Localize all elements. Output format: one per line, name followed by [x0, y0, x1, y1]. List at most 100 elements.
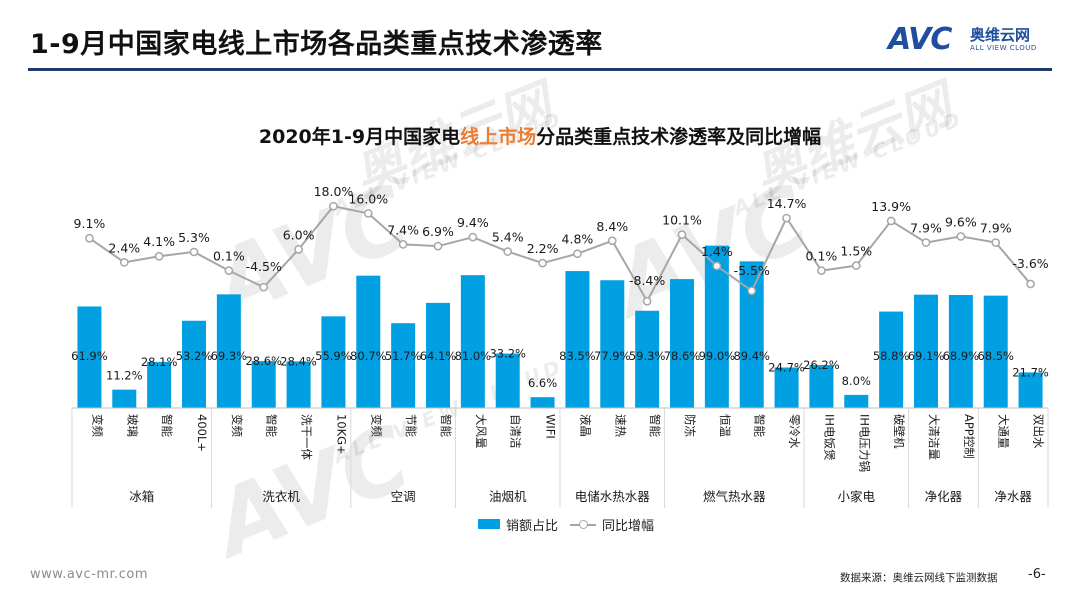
trend-line — [88, 205, 1032, 304]
trend-label-12: 5.4% — [492, 230, 524, 245]
trend-label-19: -5.5% — [734, 263, 770, 278]
trend-label-0: 9.1% — [74, 216, 106, 231]
category-label-27: 双出水 — [1032, 414, 1046, 449]
page-title: 1-9月中国家电线上市场各品类重点技术渗透率 — [30, 29, 603, 60]
bar-20 — [774, 367, 799, 408]
trend-label-5: -4.5% — [246, 259, 282, 274]
bar-14 — [565, 271, 590, 408]
category-label-7: 10KG+ — [334, 414, 348, 455]
bar-label-26: 68.5% — [977, 349, 1014, 363]
trend-point-17 — [677, 230, 687, 239]
bar-9 — [391, 323, 416, 408]
bar-5 — [251, 361, 276, 408]
bar-7 — [321, 316, 346, 408]
bar-25 — [948, 295, 973, 408]
category-label-25: APP控制 — [962, 414, 976, 459]
bar-27 — [1018, 372, 1043, 408]
category-label-2: 智能 — [160, 414, 174, 437]
bar-23 — [879, 311, 904, 408]
category-label-8: 变频 — [369, 414, 383, 437]
legend-line-marker — [579, 520, 588, 529]
trend-label-23: 13.9% — [871, 199, 911, 214]
title-divider — [28, 68, 1052, 71]
bar-11 — [460, 275, 485, 408]
trend-label-22: 1.5% — [840, 244, 872, 259]
bar-22 — [844, 394, 869, 408]
trend-point-26 — [991, 238, 1001, 247]
category-label-24: 大清洁量 — [927, 414, 941, 460]
bar-label-6: 28.4% — [280, 354, 317, 368]
trend-label-8: 16.0% — [348, 191, 388, 206]
trend-label-11: 9.4% — [457, 215, 489, 230]
bar-10 — [426, 302, 450, 408]
category-label-6: 洗干一体 — [300, 414, 314, 460]
trend-point-7 — [329, 201, 338, 211]
category-label-23: 破壁机 — [892, 414, 906, 449]
bar-17 — [670, 279, 694, 408]
trend-point-9 — [398, 240, 408, 249]
trend-point-16 — [642, 296, 652, 306]
group-label-3: 油烟机 — [489, 489, 527, 504]
category-label-22: IH电压力锅 — [857, 414, 871, 472]
footer-url: www.avc-mr.com — [30, 567, 149, 582]
trend-point-2 — [154, 251, 164, 261]
bar-label-13: 6.6% — [528, 376, 557, 390]
trend-point-4 — [224, 266, 234, 275]
trend-label-14: 4.8% — [562, 232, 594, 247]
bar-label-7: 55.9% — [315, 349, 352, 363]
category-label-10: 智能 — [439, 414, 453, 437]
bar-label-17: 78.6% — [664, 349, 701, 363]
bar-label-12: 33.2% — [489, 347, 526, 361]
category-label-17: 防冻 — [683, 414, 697, 437]
trend-point-22 — [851, 261, 861, 270]
bar-label-21: 26.2% — [803, 358, 840, 372]
group-label-6: 小家电 — [838, 489, 876, 504]
legend-line-label: 同比增幅 — [602, 519, 655, 534]
trend-point-24 — [921, 238, 931, 247]
bar-3 — [182, 320, 206, 408]
trend-label-2: 4.1% — [143, 234, 175, 249]
bar-label-24: 69.1% — [908, 349, 945, 363]
trend-point-21 — [817, 266, 826, 275]
trend-point-23 — [886, 216, 896, 226]
bar-label-22: 8.0% — [842, 374, 871, 388]
bar-label-18: 99.0% — [699, 349, 736, 363]
trend-point-5 — [259, 282, 269, 292]
bar-label-8: 80.7% — [350, 349, 387, 363]
bar-4 — [216, 294, 241, 408]
bar-label-27: 21.7% — [1012, 365, 1049, 379]
chart-title-highlight: 线上市场 — [460, 126, 537, 148]
bar-19 — [739, 261, 764, 408]
category-label-4: 变频 — [230, 414, 244, 437]
bar-13 — [530, 397, 555, 408]
trend-point-13 — [538, 258, 547, 268]
trend-label-9: 7.4% — [387, 222, 419, 237]
group-label-7: 净化器 — [925, 489, 963, 504]
group-label-5: 燃气热水器 — [703, 489, 766, 504]
bar-label-23: 58.8% — [873, 349, 910, 363]
category-label-19: 智能 — [753, 414, 767, 437]
group-label-0: 冰箱 — [129, 489, 154, 504]
trend-label-1: 2.4% — [108, 240, 140, 255]
trend-label-3: 5.3% — [178, 230, 210, 245]
trend-label-17: 10.1% — [662, 213, 702, 228]
trend-point-8 — [363, 209, 373, 218]
bar-6 — [286, 361, 311, 408]
trend-point-6 — [294, 245, 303, 254]
legend-bar-label: 销额占比 — [506, 519, 559, 534]
trend-point-3 — [189, 247, 199, 257]
bar-label-15: 77.9% — [594, 349, 631, 363]
logo-chinese-name: 奥维云网 — [970, 26, 1031, 44]
bar-2 — [147, 361, 172, 408]
bar-8 — [356, 275, 381, 408]
bar-16 — [635, 310, 660, 408]
category-label-15: 速热 — [613, 414, 627, 437]
bar-label-9: 51.7% — [385, 349, 422, 363]
trend-point-25 — [956, 232, 966, 241]
bar-label-20: 24.7% — [768, 360, 805, 374]
bar-label-5: 28.6% — [245, 354, 282, 368]
trend-point-27 — [1026, 279, 1035, 289]
group-label-2: 空调 — [391, 489, 416, 504]
category-label-0: 变频 — [90, 414, 104, 437]
trend-label-10: 6.9% — [422, 224, 454, 239]
